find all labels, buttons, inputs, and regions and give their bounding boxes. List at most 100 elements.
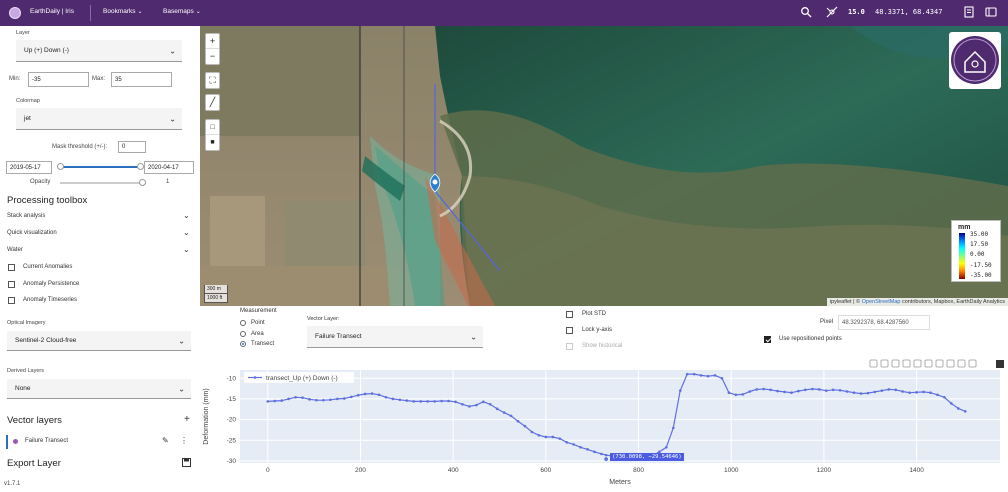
data-point bbox=[838, 388, 842, 392]
current-anomalies-checkbox[interactable] bbox=[8, 264, 15, 271]
lasso-icon[interactable] bbox=[913, 359, 922, 368]
end-date-input[interactable]: 2020-04-17 bbox=[144, 161, 194, 174]
section-stack-analysis[interactable]: Stack analysis bbox=[7, 213, 46, 219]
more-vertical-icon[interactable]: ⋮ bbox=[180, 436, 188, 445]
zoom-out-icon[interactable] bbox=[935, 359, 944, 368]
select-box-icon[interactable] bbox=[902, 359, 911, 368]
camera-icon[interactable] bbox=[869, 359, 878, 368]
measurement-transect-label: Transect bbox=[251, 341, 275, 347]
anomaly-persistence-checkbox[interactable] bbox=[8, 281, 15, 288]
search-icon[interactable] bbox=[800, 6, 812, 22]
satellite-basemap bbox=[200, 26, 1008, 306]
pixel-label: Pixel bbox=[820, 319, 834, 325]
data-point bbox=[600, 452, 603, 456]
delete-layers-button[interactable]: ■ bbox=[210, 139, 215, 146]
zoom-icon[interactable] bbox=[880, 359, 889, 368]
report-icon[interactable] bbox=[964, 6, 975, 22]
section-quick-visualization[interactable]: Quick visualization bbox=[7, 230, 57, 236]
x-tick-label: 400 bbox=[448, 467, 459, 474]
data-point bbox=[516, 419, 520, 423]
derived-layers-select[interactable]: None ⌄ bbox=[7, 379, 191, 399]
autoscale-icon[interactable] bbox=[946, 359, 955, 368]
edit-layers-button[interactable]: □ bbox=[206, 120, 219, 135]
edit-icon[interactable]: ✎ bbox=[162, 436, 169, 445]
data-point bbox=[315, 398, 318, 402]
vector-layer-select[interactable]: Failure Transect ⌄ bbox=[307, 326, 483, 348]
data-point bbox=[273, 399, 277, 403]
zoom-in-icon[interactable] bbox=[924, 359, 933, 368]
processing-toolbox-title: Processing toolbox bbox=[7, 195, 88, 206]
pixel-coordinates-field[interactable]: 48.3292378, 68.4287560 bbox=[838, 315, 930, 330]
data-point bbox=[859, 392, 863, 395]
colormap-select[interactable]: jet ⌄ bbox=[16, 108, 182, 130]
data-point bbox=[363, 392, 367, 396]
data-point bbox=[956, 407, 960, 410]
crosshair-icon[interactable] bbox=[826, 6, 838, 22]
optical-imagery-label: Optical Imagery bbox=[7, 320, 46, 326]
show-historical-checkbox[interactable] bbox=[566, 343, 573, 350]
reset-axes-icon[interactable] bbox=[957, 359, 966, 368]
draw-line-button[interactable]: ╱ bbox=[205, 94, 220, 111]
hover-tooltip: (730.0098, −29.54646) bbox=[610, 453, 684, 462]
measurement-area-label: Area bbox=[251, 331, 264, 337]
map-view[interactable]: + − ⛶ ╱ □ ■ 300 m 1000 ft ipyleaflet | ©… bbox=[200, 26, 1008, 306]
data-point bbox=[461, 403, 464, 406]
account-menu-icon[interactable] bbox=[985, 6, 997, 22]
x-tick-label: 0 bbox=[266, 467, 270, 474]
section-water[interactable]: Water bbox=[7, 247, 23, 253]
home-icon[interactable] bbox=[968, 359, 977, 368]
chevron-down-icon[interactable]: ⌄ bbox=[183, 228, 190, 237]
date-range-start-handle[interactable] bbox=[57, 163, 64, 170]
add-vector-layer-icon[interactable]: + bbox=[184, 414, 190, 425]
use-repositioned-points-checkbox[interactable] bbox=[764, 336, 771, 343]
derived-layers-label: Derived Layers bbox=[7, 368, 44, 374]
menu-basemaps[interactable]: Basemaps ⌄ bbox=[163, 8, 201, 15]
data-point bbox=[762, 387, 765, 391]
lock-y-axis-checkbox[interactable] bbox=[566, 327, 573, 334]
legend-tick: -35.00 bbox=[970, 272, 992, 279]
openstreetmap-link[interactable]: OpenStreetMap bbox=[861, 299, 901, 305]
max-input[interactable]: 35 bbox=[111, 72, 172, 87]
measurement-area-radio[interactable] bbox=[240, 331, 246, 337]
layer-label: Layer bbox=[16, 30, 30, 36]
opacity-handle[interactable] bbox=[139, 179, 146, 186]
data-point bbox=[678, 389, 682, 392]
data-point bbox=[495, 407, 499, 411]
data-point bbox=[671, 426, 675, 430]
data-point bbox=[804, 388, 807, 392]
layer-color-swatch bbox=[13, 439, 18, 444]
measurement-point-radio[interactable] bbox=[240, 320, 246, 326]
menu-bookmarks[interactable]: Bookmarks ⌄ bbox=[103, 8, 143, 15]
chevron-down-icon[interactable]: ⌄ bbox=[183, 211, 190, 220]
zoom-level: 15.0 bbox=[848, 8, 865, 16]
start-date-input[interactable]: 2019-05-17 bbox=[6, 161, 52, 174]
analysis-controls: Measurement Point Area Transect Vector L… bbox=[200, 306, 1008, 358]
measurement-transect-radio[interactable] bbox=[240, 341, 246, 347]
zoom-out-button[interactable]: − bbox=[209, 51, 216, 61]
data-point bbox=[280, 399, 284, 402]
pan-icon[interactable] bbox=[891, 359, 900, 368]
data-point bbox=[530, 430, 534, 434]
chevron-down-icon: ⌄ bbox=[470, 332, 477, 341]
fullscreen-button[interactable]: ⛶ bbox=[205, 72, 220, 89]
optical-imagery-select[interactable]: Sentinel-2 Cloud-free ⌄ bbox=[7, 331, 191, 351]
data-point bbox=[950, 402, 953, 405]
transect-chart[interactable]: 0 200 400 600 800 1000 1200 1400 -10 -15 -20 -25 -30… bbox=[200, 358, 1008, 492]
date-range-end-handle[interactable] bbox=[136, 163, 144, 170]
zoom-in-button[interactable]: + bbox=[206, 34, 219, 49]
vector-layer-item[interactable]: Failure Transect bbox=[25, 438, 69, 444]
save-icon[interactable] bbox=[182, 458, 191, 469]
data-point bbox=[894, 388, 898, 392]
layer-select[interactable]: Up (+) Down (-) ⌄ bbox=[16, 40, 182, 62]
chevron-down-icon[interactable]: ⌄ bbox=[183, 245, 190, 254]
anomaly-timeseries-checkbox[interactable] bbox=[8, 297, 15, 304]
plot-area bbox=[240, 370, 1000, 463]
data-point bbox=[579, 445, 582, 449]
plot-std-checkbox[interactable] bbox=[566, 311, 573, 318]
scale-bar-metric: 300 m bbox=[204, 285, 228, 294]
draw-line-icon: ╱ bbox=[209, 97, 216, 107]
data-point bbox=[440, 399, 443, 403]
y-tick-label: -25 bbox=[227, 437, 237, 444]
min-input[interactable]: -35 bbox=[28, 72, 89, 87]
mask-threshold-input[interactable]: 0 bbox=[118, 141, 146, 153]
